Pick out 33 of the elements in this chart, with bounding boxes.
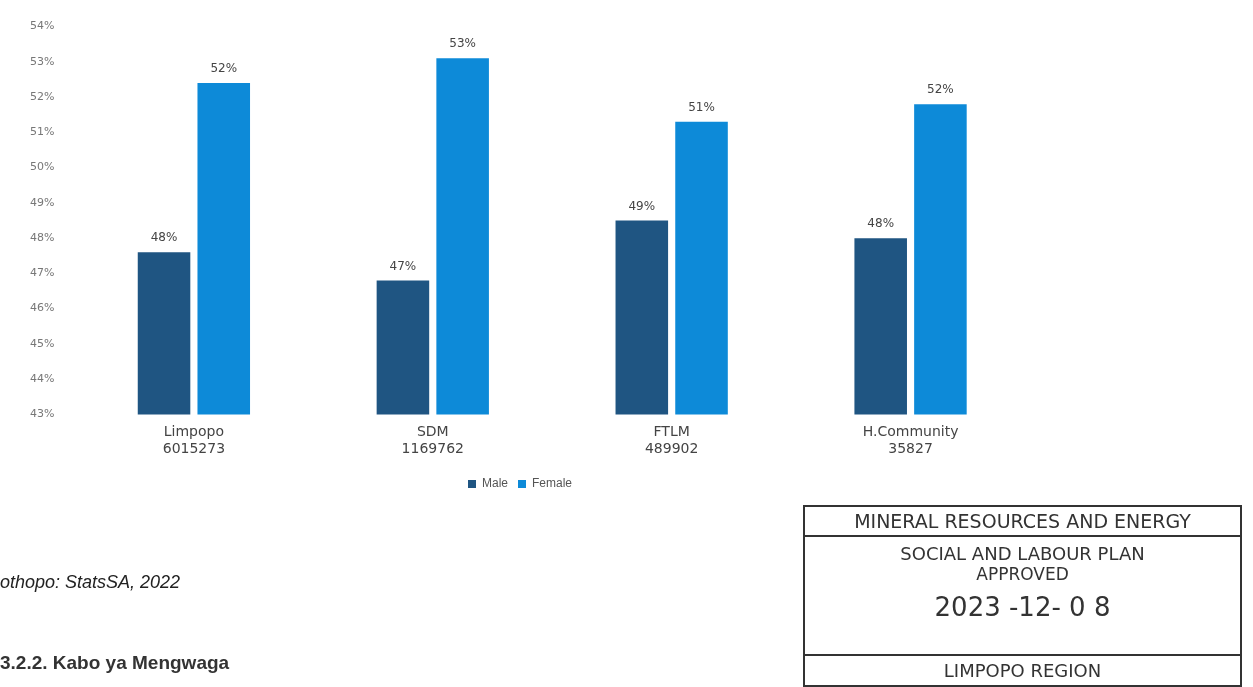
y-tick-label: 44% xyxy=(30,372,55,385)
text: MINERAL RESOURCES AND ENERGY xyxy=(805,507,1240,537)
y-tick-label: 47% xyxy=(30,266,55,280)
y-tick-label: 51% xyxy=(30,125,55,139)
y-tick-label: 46% xyxy=(30,301,55,315)
y-tick-label: 45% xyxy=(30,336,55,350)
y-tick-label: 50% xyxy=(30,160,55,174)
x-tick-label: SDM 1169762 xyxy=(401,423,464,457)
x-tick-label: H.Community 35827 xyxy=(862,423,959,457)
data-label: 49% xyxy=(628,198,656,213)
x-tick-label: FTLM 489902 xyxy=(644,423,699,457)
y-tick-label: 52% xyxy=(30,89,55,103)
y-tick-label: 54% xyxy=(30,19,55,33)
text: othopo: StatsSA, 2022 xyxy=(0,572,181,593)
data-label: 48% xyxy=(150,230,178,245)
data-label: 48% xyxy=(867,216,895,231)
text: SOCIAL AND LABOUR PLAN xyxy=(899,543,1146,564)
text: LIMPOPO REGION xyxy=(805,654,1240,685)
text: APPROVED xyxy=(975,564,1070,584)
data-label: 52% xyxy=(210,61,238,76)
text: 3.2.2. Kabo ya Mengwaga xyxy=(0,652,230,674)
y-tick-label: 49% xyxy=(30,195,55,209)
data-label: 52% xyxy=(927,82,954,97)
legend-label: Male xyxy=(481,476,509,491)
text: 2023 -12- 0 8 xyxy=(933,592,1112,622)
x-tick-label: Limpopo 6015273 xyxy=(162,423,226,457)
y-tick-label: 48% xyxy=(30,230,55,244)
legend-label: Female xyxy=(532,476,573,491)
data-label: 53% xyxy=(449,36,476,51)
data-label: 51% xyxy=(688,99,715,114)
data-label: 47% xyxy=(389,258,417,273)
y-tick-label: 43% xyxy=(30,407,55,421)
y-tick-label: 53% xyxy=(30,54,55,68)
